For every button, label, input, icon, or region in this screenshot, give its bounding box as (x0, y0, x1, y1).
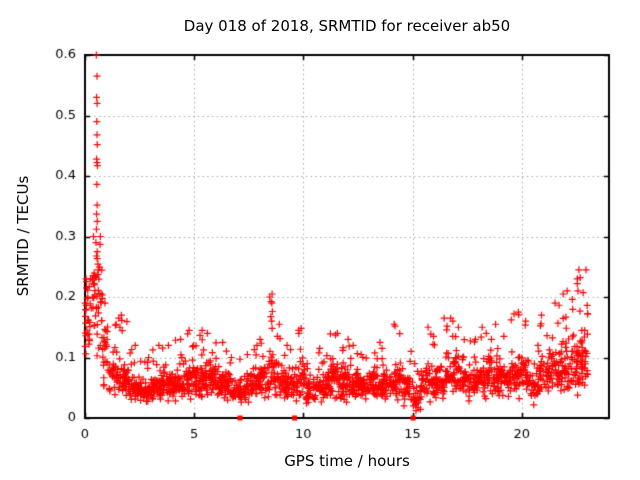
y-axis-label: SRMTID / TECUs (14, 175, 32, 297)
x-axis-label: GPS time / hours (284, 452, 410, 470)
chart-title: Day 018 of 2018, SRMTID for receiver ab5… (183, 17, 511, 35)
